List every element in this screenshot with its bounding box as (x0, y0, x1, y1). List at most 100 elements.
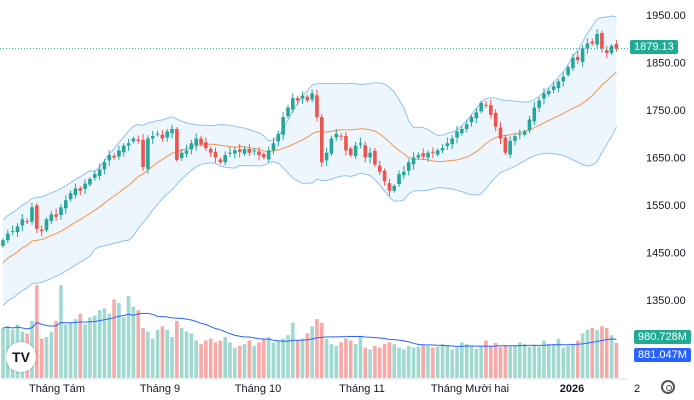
volume-bar (498, 346, 503, 378)
volume-bar (107, 313, 112, 378)
volume-bar (170, 336, 174, 378)
candle-body (242, 148, 247, 154)
candle-body (271, 143, 276, 151)
candle-body (353, 145, 358, 157)
time-tick-label: Tháng Mười hai (431, 383, 509, 395)
candle-body (179, 152, 184, 158)
volume-bar (522, 344, 527, 378)
volume-ma-line (2, 312, 617, 348)
candle-body (469, 117, 474, 123)
volume-bar (392, 344, 397, 378)
volume-bar (291, 322, 295, 378)
candle-body (194, 138, 198, 146)
price-tick-label: 1850.00 (646, 58, 686, 70)
candle-body (223, 155, 227, 163)
candle-body (68, 193, 73, 200)
volume-badge: 980.728M (634, 330, 691, 344)
candle-body (117, 150, 121, 157)
candle-body (184, 150, 189, 154)
volume-bar (435, 346, 440, 378)
candle-body (286, 107, 290, 117)
volume-bar (479, 345, 483, 378)
volume-bar (609, 335, 614, 378)
volume-bar (155, 329, 160, 378)
bollinger-bands (2, 15, 617, 306)
candle-body (155, 133, 160, 135)
candle-body (339, 135, 343, 137)
volume-bar (513, 345, 517, 378)
volume-bar (503, 345, 508, 378)
volume-bar (97, 310, 102, 378)
volume-bar (469, 346, 474, 378)
candle-body (377, 165, 382, 172)
candle-body (146, 138, 150, 169)
candles (1, 29, 619, 248)
volume-bar (54, 320, 58, 378)
volume-bar (83, 324, 87, 378)
candle-body (6, 233, 10, 241)
candle-body (257, 151, 261, 156)
volume-bar (68, 322, 73, 378)
candle-body (498, 127, 503, 139)
volume-bar (339, 342, 343, 378)
candle-body (63, 200, 68, 209)
volume-bar (353, 344, 358, 378)
candle-body (431, 151, 435, 153)
volume-bar (78, 313, 83, 378)
candle-body (527, 119, 532, 131)
candle-body (614, 43, 619, 49)
bollinger-lower-line (2, 126, 617, 306)
candle-body (329, 138, 334, 154)
candle-body (503, 137, 508, 153)
volume-bar (237, 345, 242, 378)
candle-body (218, 159, 223, 163)
candle-body (546, 91, 551, 95)
volume-bar (39, 338, 44, 378)
candle-body (121, 145, 126, 153)
candle-body (508, 140, 512, 155)
candle-body (73, 188, 78, 196)
time-axis[interactable]: Tháng Tám Tháng 9 Tháng 10 Tháng 11 Tháng Mư… (29, 383, 640, 395)
candle-body (25, 221, 29, 223)
volume-bar (580, 333, 585, 378)
candle-body (170, 129, 174, 134)
candle-body (228, 152, 232, 154)
candle-body (334, 133, 339, 138)
candle-body (150, 136, 155, 139)
volume-bar (426, 345, 430, 378)
volume-bar (262, 338, 266, 378)
volume-bar (319, 322, 324, 378)
volume-bar (204, 340, 208, 378)
volume-bar (286, 335, 290, 378)
candle-body (199, 138, 203, 145)
volume-bar (566, 345, 570, 378)
candle-body (363, 145, 368, 158)
candle-body (35, 205, 39, 229)
volume-bar (59, 285, 63, 378)
volume-bar (402, 349, 406, 378)
price-axis[interactable]: 1950.00 1850.00 1750.00 1650.00 1550.00 1450.… (646, 10, 686, 307)
tradingview-logo-icon[interactable]: TV (6, 342, 36, 372)
candle-body (435, 150, 440, 155)
volume-bar (348, 340, 353, 378)
volume-bar (421, 345, 426, 378)
volume-bar (484, 340, 488, 378)
candle-body (551, 86, 556, 91)
volume-bar (295, 340, 300, 378)
candle-body (522, 131, 527, 135)
candle-body (30, 207, 34, 222)
candle-body (493, 112, 498, 127)
volume-bar (233, 347, 237, 378)
volume-bar (146, 331, 150, 378)
volume-bar (266, 336, 271, 378)
volume-bar (614, 343, 619, 378)
volume-bar (35, 285, 39, 378)
volume-bar (595, 329, 599, 378)
settings-gear-icon[interactable] (661, 380, 675, 394)
candle-body (571, 57, 575, 69)
candle-body (281, 117, 285, 135)
candle-body (107, 155, 112, 161)
candle-body (460, 129, 464, 134)
candle-body (1, 240, 5, 246)
